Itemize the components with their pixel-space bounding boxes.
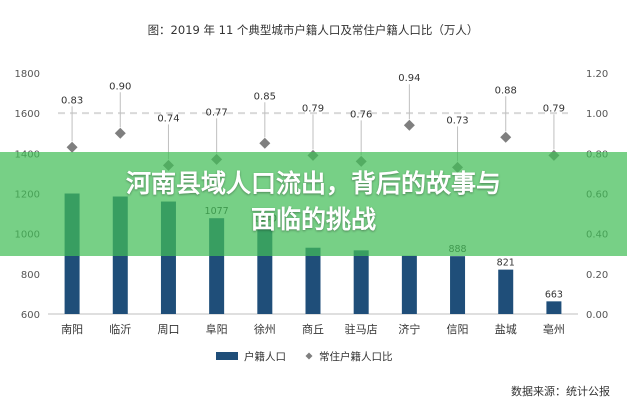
legend-ratio-label: 常住户籍人口比: [319, 350, 393, 363]
ratio-value-label: 0.77: [206, 107, 228, 118]
y-left-tick-label: 600: [21, 310, 40, 321]
bar-亳州: [546, 301, 562, 314]
y-left-tick-label: 1600: [15, 109, 40, 120]
x-category-label: 商丘: [302, 322, 324, 336]
ratio-value-label: 0.74: [157, 113, 179, 124]
ratio-value-label: 0.83: [61, 95, 83, 106]
bar-盐城: [498, 269, 514, 314]
ratio-marker: [403, 119, 415, 131]
headline-banner: 河南县域人口流出，背后的故事与 面临的挑战: [0, 152, 627, 256]
headline-line-1: 河南县域人口流出，背后的故事与: [125, 169, 501, 198]
ratio-marker: [259, 137, 271, 149]
ratio-marker: [114, 127, 126, 139]
ratio-value-label: 0.79: [543, 103, 565, 114]
x-category-label: 阜阳: [206, 323, 228, 336]
bar-济宁: [401, 255, 417, 314]
y-left-tick-label: 1800: [15, 69, 40, 80]
x-category-label: 徐州: [254, 322, 276, 336]
x-category-label: 盐城: [495, 323, 517, 336]
chart-title: 图：2019 年 11 个典型城市户籍人口及常住户籍人口比（万人）: [148, 23, 479, 37]
headline-title: 河南县域人口流出，背后的故事与 面临的挑战: [0, 166, 627, 238]
x-category-label: 济宁: [398, 322, 420, 336]
y-right-tick-label: 0.00: [586, 310, 608, 321]
headline-line-2: 面临的挑战: [250, 205, 376, 234]
x-category-label: 临沂: [109, 322, 131, 336]
bar-value-label: 821: [497, 258, 515, 269]
x-category-label: 亳州: [543, 322, 565, 336]
bar-信阳: [450, 256, 466, 314]
ratio-value-label: 0.90: [109, 81, 131, 92]
ratio-marker: [500, 131, 512, 143]
y-right-tick-label: 1.20: [586, 69, 608, 80]
ratio-value-label: 0.79: [302, 103, 324, 114]
bar-驻马店: [353, 250, 369, 314]
legend-bar-label: 户籍人口: [244, 350, 286, 363]
bar-value-label: 663: [545, 289, 563, 300]
y-left-tick-label: 800: [21, 270, 40, 281]
x-category-label: 驻马店: [345, 322, 378, 336]
ratio-value-label: 0.76: [350, 109, 372, 120]
ratio-value-label: 0.88: [495, 85, 517, 96]
legend-bar-swatch: [216, 352, 238, 360]
y-right-tick-label: 0.20: [586, 270, 608, 281]
legend-marker-swatch: [305, 352, 313, 360]
data-source: 数据来源：统计公报: [511, 384, 610, 398]
x-category-label: 南阳: [61, 323, 83, 336]
ratio-value-label: 0.73: [446, 115, 468, 126]
bar-商丘: [305, 247, 321, 314]
x-category-label: 周口: [157, 323, 179, 336]
ratio-value-label: 0.85: [254, 91, 276, 102]
y-right-tick-label: 1.00: [586, 109, 608, 120]
ratio-value-label: 0.94: [398, 73, 420, 84]
ratio-marker: [66, 141, 78, 153]
x-category-label: 信阳: [447, 323, 469, 336]
